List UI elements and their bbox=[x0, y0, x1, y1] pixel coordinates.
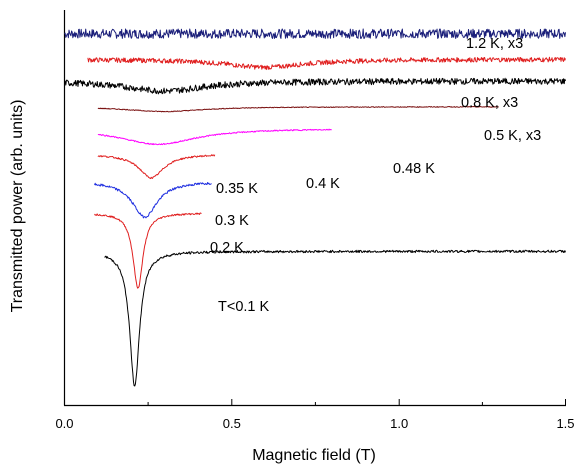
x-tick-labels: 0.0 0.5 1.0 1.5 bbox=[55, 416, 574, 431]
curve-label-0-8k: 0.8 K, x3 bbox=[461, 95, 518, 111]
curve-labels: 1.2 K, x3 0.8 K, x3 0.5 K, x3 0.48 K 0.4… bbox=[210, 36, 541, 315]
y-axis-title: Transmitted power (arb. units) bbox=[9, 100, 26, 313]
x-axis-title: Magnetic field (T) bbox=[252, 447, 376, 464]
x-ticks bbox=[64, 399, 566, 405]
x-tick-label-1: 0.5 bbox=[223, 416, 241, 431]
plot-frame bbox=[63, 10, 566, 407]
series-line-2 bbox=[64, 77, 566, 95]
series-line-4 bbox=[97, 128, 332, 146]
x-tick-label-2: 1.0 bbox=[390, 416, 408, 431]
curve-label-0-3k: 0.3 K bbox=[215, 213, 249, 229]
curve-label-0-2k: 0.2 K bbox=[210, 240, 244, 256]
series-line-6 bbox=[94, 182, 212, 219]
series-line-7 bbox=[94, 212, 202, 289]
x-tick-label-3: 1.5 bbox=[556, 416, 574, 431]
curve-label-below-0-1k: T<0.1 K bbox=[218, 299, 270, 315]
series-line-3 bbox=[97, 105, 499, 113]
series-line-8 bbox=[104, 249, 566, 387]
series-line-0 bbox=[64, 28, 566, 39]
curve-label-0-48k: 0.48 K bbox=[393, 161, 435, 177]
series-layer bbox=[64, 28, 566, 387]
series-line-5 bbox=[97, 154, 216, 180]
series-line-1 bbox=[87, 56, 566, 71]
curve-label-0-35k: 0.35 K bbox=[216, 181, 258, 197]
curve-label-0-4k: 0.4 K bbox=[306, 176, 340, 192]
curve-label-1-2k: 1.2 K, x3 bbox=[466, 36, 523, 52]
x-tick-label-0: 0.0 bbox=[55, 416, 73, 431]
curve-label-0-5k: 0.5 K, x3 bbox=[484, 128, 541, 144]
